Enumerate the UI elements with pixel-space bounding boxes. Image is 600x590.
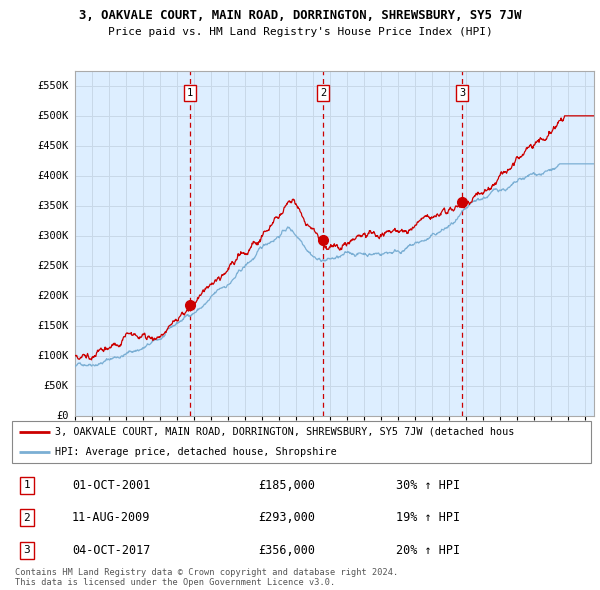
Text: Contains HM Land Registry data © Crown copyright and database right 2024.
This d: Contains HM Land Registry data © Crown c… (15, 568, 398, 587)
Text: £350K: £350K (38, 201, 69, 211)
Text: 1: 1 (187, 88, 193, 98)
Text: 3: 3 (23, 545, 31, 555)
Text: £150K: £150K (38, 321, 69, 331)
Text: 20% ↑ HPI: 20% ↑ HPI (396, 543, 460, 557)
Text: 01-OCT-2001: 01-OCT-2001 (72, 478, 151, 492)
Text: £550K: £550K (38, 81, 69, 91)
Text: £356,000: £356,000 (258, 543, 315, 557)
Text: 04-OCT-2017: 04-OCT-2017 (72, 543, 151, 557)
Text: £300K: £300K (38, 231, 69, 241)
Text: 30% ↑ HPI: 30% ↑ HPI (396, 478, 460, 492)
Text: 3, OAKVALE COURT, MAIN ROAD, DORRINGTON, SHREWSBURY, SY5 7JW (detached hous: 3, OAKVALE COURT, MAIN ROAD, DORRINGTON,… (55, 427, 515, 437)
Text: 3, OAKVALE COURT, MAIN ROAD, DORRINGTON, SHREWSBURY, SY5 7JW: 3, OAKVALE COURT, MAIN ROAD, DORRINGTON,… (79, 9, 521, 22)
Text: £500K: £500K (38, 111, 69, 121)
Text: 2: 2 (23, 513, 31, 523)
Text: Price paid vs. HM Land Registry's House Price Index (HPI): Price paid vs. HM Land Registry's House … (107, 27, 493, 37)
Text: 19% ↑ HPI: 19% ↑ HPI (396, 511, 460, 525)
Text: £50K: £50K (44, 381, 69, 391)
Text: £293,000: £293,000 (258, 511, 315, 525)
Text: HPI: Average price, detached house, Shropshire: HPI: Average price, detached house, Shro… (55, 447, 337, 457)
Text: £185,000: £185,000 (258, 478, 315, 492)
Text: 3: 3 (459, 88, 465, 98)
Text: £200K: £200K (38, 291, 69, 301)
Text: 2: 2 (320, 88, 326, 98)
Text: £450K: £450K (38, 141, 69, 151)
Text: £250K: £250K (38, 261, 69, 271)
Text: £0: £0 (56, 411, 69, 421)
Text: £100K: £100K (38, 351, 69, 361)
Text: 1: 1 (23, 480, 31, 490)
Text: 11-AUG-2009: 11-AUG-2009 (72, 511, 151, 525)
Text: £400K: £400K (38, 171, 69, 181)
